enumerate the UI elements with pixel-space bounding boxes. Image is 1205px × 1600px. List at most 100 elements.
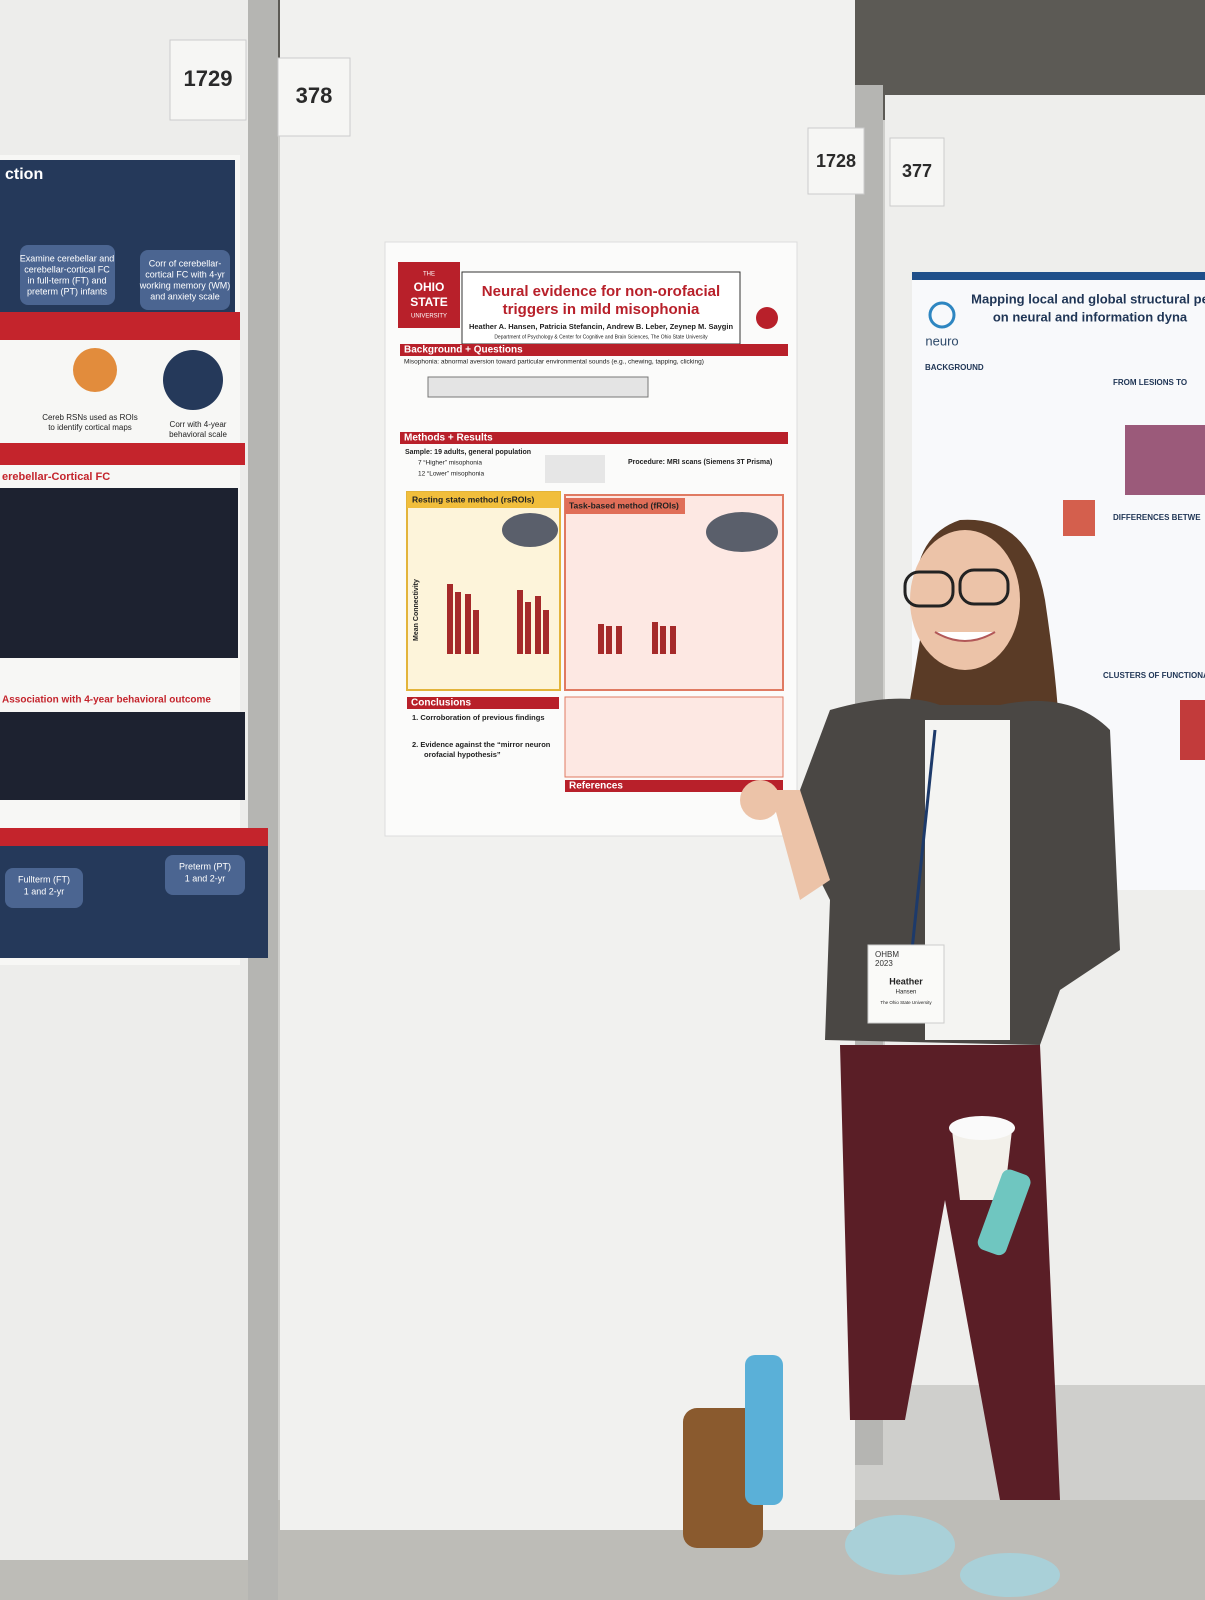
arm: [770, 790, 830, 900]
hand: [740, 780, 780, 820]
panel-title: Task-based method (fROIs): [569, 500, 679, 510]
poster-title: Mapping local and global structural pe: [971, 291, 1205, 306]
bar: [525, 602, 531, 654]
bar: [473, 610, 479, 654]
bar: [660, 626, 666, 654]
shoe: [960, 1553, 1060, 1597]
caption: Cereb RSNs used as ROIs: [42, 413, 138, 422]
number-plate: [889, 137, 945, 207]
box-text: cerebellar-cortical FC: [24, 264, 110, 274]
matrix: [1125, 425, 1205, 495]
board-number: 378: [296, 83, 333, 108]
logo-text: THE: [423, 272, 435, 278]
poster-title: on neural and information dyna: [993, 309, 1188, 324]
axis-label: Mean Connectivity: [413, 579, 420, 641]
lanyard: [910, 729, 937, 951]
box: [20, 245, 115, 305]
body-text: Procedure: MRI scans (Siemens 3T Prisma): [628, 459, 772, 466]
icon: [73, 348, 117, 392]
section-bar: [400, 432, 788, 444]
brain: [502, 513, 558, 547]
bar: [455, 592, 461, 654]
heading: CLUSTERS OF FUNCTIONA: [1103, 671, 1205, 680]
badge-affiliation: The Ohio State University: [880, 1000, 932, 1005]
body-text: orofacial hypothesis”: [424, 750, 501, 759]
section-bar: [400, 344, 788, 356]
section-title: erebellar-Cortical FC: [2, 471, 110, 483]
poster-band: [912, 272, 1205, 280]
brain: [706, 512, 778, 552]
shoe: [845, 1515, 955, 1575]
phone: [977, 1169, 1031, 1256]
panel-header: [407, 492, 560, 508]
bar: [652, 622, 658, 654]
poster-title: Neural evidence for non-orofacial: [482, 283, 720, 300]
badge-event: OHBM: [875, 950, 899, 959]
board-number: 1729: [184, 66, 233, 91]
bar: [465, 594, 471, 654]
coffee-cup: [952, 1130, 1012, 1200]
box-text: 1 and 2-yr: [24, 886, 65, 896]
logo-text: neuro: [925, 333, 958, 348]
icon: [1063, 500, 1095, 536]
body-text: Misophonia: abnormal aversion toward par…: [404, 359, 704, 366]
scatter-plots: [0, 712, 245, 800]
bar: [670, 626, 676, 654]
badge-event: 2023: [875, 959, 893, 968]
affiliation: Department of Psychology & Center for Co…: [494, 334, 708, 340]
body-text: 12 “Lower” misophonia: [418, 471, 485, 478]
bar: [598, 624, 604, 654]
box-text: Corr of cerebellar-: [149, 258, 222, 268]
title-box: [461, 271, 741, 345]
logo-text: STATE: [410, 295, 448, 309]
authors: Heather A. Hansen, Patricia Stefancin, A…: [469, 322, 734, 331]
section-bar: [407, 697, 559, 709]
pole: [248, 0, 278, 1600]
heading: ction: [5, 166, 43, 183]
section-bar: [565, 780, 783, 792]
box-text: Fullterm (FT): [18, 874, 70, 884]
seal: [756, 307, 778, 329]
bar-group: [447, 584, 676, 654]
body-text: 1. Corroboration of previous findings: [412, 713, 545, 722]
box: [5, 868, 83, 908]
logo-text: UNIVERSITY: [411, 314, 447, 320]
bar: [606, 626, 612, 654]
caption: to identify cortical maps: [48, 423, 132, 432]
body-text: 2. Evidence against the “mirror neuron: [412, 740, 551, 749]
box-text: 1 and 2-yr: [185, 873, 226, 883]
mini-chart: [545, 455, 605, 483]
box-text: preterm (PT) infants: [27, 286, 108, 296]
glasses: [903, 570, 955, 608]
section-title: Background + Questions: [404, 345, 523, 356]
heading: DIFFERENCES BETWE: [1113, 513, 1201, 522]
number-plate: [277, 57, 351, 137]
cup-lid: [949, 1116, 1015, 1140]
logo: [928, 301, 956, 329]
box: [140, 250, 230, 310]
red-band: [0, 443, 245, 465]
bar: [517, 590, 523, 654]
glasses: [958, 568, 1010, 606]
heading: FROM LESIONS TO: [1113, 378, 1187, 387]
box-text: Examine cerebellar and: [20, 253, 115, 263]
panel-header: [565, 498, 685, 514]
box-text: Preterm (PT): [179, 861, 231, 871]
body-text: 7 “Higher” misophonia: [418, 460, 482, 467]
bar: [616, 626, 622, 654]
box: [165, 855, 245, 895]
red-band: [0, 312, 240, 340]
section-title: Methods + Results: [404, 433, 493, 444]
brain-maps: [0, 488, 238, 658]
logo: [398, 262, 460, 328]
number-plate: [169, 39, 247, 121]
badge-name: Heather: [889, 976, 923, 986]
box-text: and anxiety scale: [150, 291, 220, 301]
body-text: Sample: 19 adults, general population: [405, 449, 531, 456]
caption: Corr with 4-year: [170, 420, 227, 429]
box-text: working memory (WM): [139, 280, 231, 290]
bag: [683, 1408, 763, 1548]
panel: [564, 696, 784, 778]
panel-title: Resting state method (rsROIs): [412, 494, 534, 504]
